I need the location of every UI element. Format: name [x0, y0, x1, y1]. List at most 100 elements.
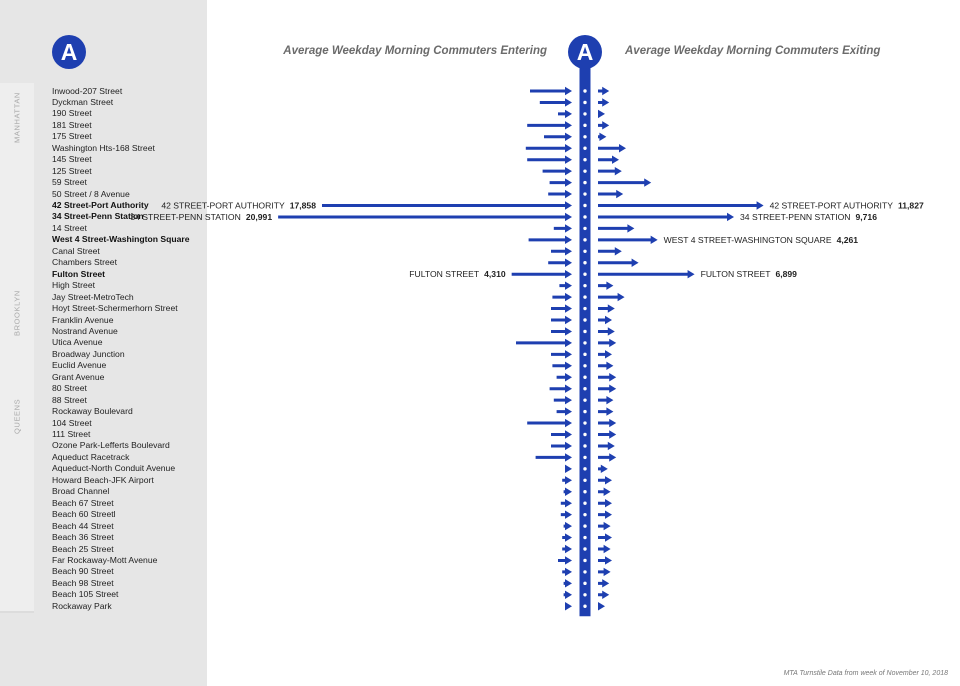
- entering-arrow: [562, 567, 572, 577]
- station-name: Broad Channel: [52, 486, 110, 497]
- entering-arrow: [527, 418, 572, 428]
- station-name: Beach 98 Street: [52, 577, 114, 588]
- annotation-label: 42 STREET-PORT AUTHORITY: [770, 201, 894, 211]
- annotation-value: 4,261: [837, 235, 859, 245]
- station-name: Franklin Avenue: [52, 314, 114, 325]
- exiting-arrow: [598, 350, 612, 359]
- exiting-arrow: [598, 224, 635, 233]
- entering-arrow: [562, 476, 572, 485]
- entering-arrow: [527, 121, 572, 130]
- station-dot: [583, 398, 587, 402]
- exiting-arrow: [598, 327, 615, 336]
- station-dot: [583, 421, 587, 425]
- station-dot: [583, 535, 587, 540]
- exiting-arrow: [598, 567, 611, 577]
- exiting-arrow: [598, 155, 619, 164]
- station-name: Rockaway Boulevard: [52, 406, 133, 417]
- station-name: 34 Street-Penn Station: [52, 211, 144, 222]
- exiting-arrow: [598, 579, 610, 588]
- station-dot: [583, 512, 587, 517]
- station-name: 190 Street: [52, 108, 92, 119]
- annotation-value: 9,716: [855, 212, 877, 222]
- entering-arrow: [553, 224, 572, 233]
- entering-arrow: [551, 304, 572, 313]
- station-dot: [583, 409, 587, 414]
- station-dot: [583, 123, 587, 128]
- exiting-arrow: [598, 144, 626, 153]
- exiting-arrow: [598, 270, 695, 279]
- exiting-arrow: [598, 590, 610, 599]
- entering-arrow: [565, 602, 572, 611]
- station-name: 59 Street: [52, 177, 87, 188]
- station-dot: [583, 180, 587, 185]
- exiting-arrow: [598, 407, 614, 416]
- exiting-arrow: [598, 602, 605, 611]
- station-name: 125 Street: [52, 165, 92, 176]
- exiting-arrow: [598, 395, 614, 405]
- exiting-arrow: [598, 166, 622, 176]
- station-name: Beach 25 Street: [52, 543, 114, 554]
- station-dot: [583, 490, 587, 494]
- exiting-arrow: [598, 178, 652, 187]
- station-name: Beach 60 Streetl: [52, 509, 116, 520]
- station-dot: [583, 100, 587, 105]
- station-dot: [583, 467, 587, 471]
- exiting-arrow: [598, 464, 608, 474]
- station-name: Nostrand Avenue: [52, 325, 118, 336]
- entering-arrow: [551, 441, 572, 451]
- station-annotation: 34 STREET-PENN STATION 20,991: [130, 212, 272, 222]
- station-name: 181 Street: [52, 119, 92, 130]
- exiting-arrow: [598, 292, 625, 302]
- station-name: Washington Hts-168 Street: [52, 142, 155, 153]
- entering-arrow: [549, 178, 572, 187]
- footnote: MTA Turnstile Data from week of November…: [783, 670, 948, 677]
- entering-arrow: [563, 579, 572, 588]
- station-dot: [583, 283, 587, 288]
- station-name: 88 Street: [52, 394, 87, 405]
- entering-arrow: [548, 258, 572, 267]
- sidebar: MANHATTAN BROOKLYN QUEENS A Inwood-207 Str…: [0, 0, 207, 686]
- station-annotation: 42 STREET-PORT AUTHORITY 17,858: [161, 201, 316, 211]
- exiting-arrow: [598, 132, 607, 141]
- station-dot: [583, 329, 587, 334]
- station-name: 14 Street: [52, 222, 87, 233]
- station-dot: [583, 501, 587, 505]
- station-dot: [583, 146, 587, 150]
- borough-tab: [0, 380, 34, 612]
- exiting-arrow: [598, 418, 617, 428]
- entering-arrow: [560, 510, 572, 519]
- station-name: Beach 67 Street: [52, 497, 114, 508]
- station-name: Inwood-207 Street: [52, 85, 123, 96]
- station-name: Beach 36 Street: [52, 532, 114, 543]
- station-dot: [583, 478, 587, 482]
- station-dot: [583, 89, 587, 93]
- exiting-arrow: [598, 189, 624, 199]
- station-name: Canal Street: [52, 245, 100, 256]
- station-dot: [583, 192, 587, 196]
- station-name: 145 Street: [52, 154, 92, 165]
- annotation-label: FULTON STREET: [701, 269, 772, 279]
- annotation-value: 6,899: [775, 269, 797, 279]
- heading-entering: Average Weekday Morning Commuters Enteri…: [283, 45, 547, 57]
- annotation-value: 4,310: [484, 269, 506, 279]
- station-dot: [583, 432, 587, 437]
- station-name: Beach 44 Street: [52, 520, 114, 531]
- station-name: Fulton Street: [52, 268, 105, 279]
- entering-arrow: [562, 533, 572, 542]
- exiting-arrow: [598, 304, 615, 313]
- station-name: Dyckman Street: [52, 96, 114, 107]
- station-dot: [583, 318, 587, 322]
- station-name: Grant Avenue: [52, 371, 105, 382]
- station-dot: [583, 364, 587, 368]
- line-track: [579, 60, 591, 617]
- station-name: Chambers Street: [52, 257, 117, 268]
- station-name: Utica Avenue: [52, 337, 103, 348]
- station-dot: [583, 295, 587, 299]
- station-dot: [583, 581, 587, 586]
- annotation-value: 11,827: [898, 201, 924, 211]
- annotation-label: 34 STREET-PENN STATION: [740, 212, 850, 222]
- annotation-value: 20,991: [246, 212, 273, 222]
- entering-arrow: [539, 98, 572, 107]
- entering-arrow: [553, 395, 572, 405]
- station-dot: [583, 352, 587, 357]
